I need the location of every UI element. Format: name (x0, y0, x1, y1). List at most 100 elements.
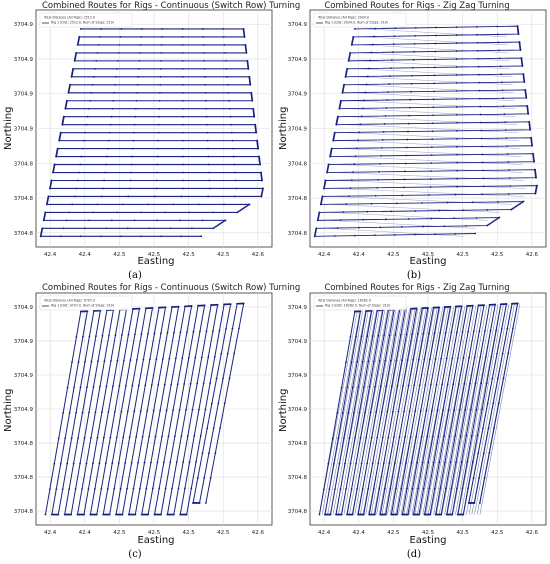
stop-point (200, 235, 203, 238)
stop-point (109, 436, 112, 439)
stop-point (431, 435, 434, 438)
stop-point (119, 36, 122, 38)
stop-point (339, 488, 342, 490)
stop-point (52, 171, 54, 174)
stop-point (182, 179, 184, 182)
stop-point (181, 91, 184, 94)
stop-point (172, 513, 175, 516)
stop-point (207, 155, 210, 158)
stop-point (414, 410, 417, 412)
stop-point (115, 436, 118, 439)
x-tick-label: 42.4 (318, 252, 331, 258)
route-link (337, 180, 526, 189)
stop-point (384, 513, 387, 516)
stop-point (439, 332, 441, 334)
stop-point (410, 82, 413, 85)
stop-point (336, 412, 339, 414)
stop-point (498, 49, 501, 52)
stop-point (215, 225, 218, 228)
x-tick-label: 42.5 (182, 252, 195, 258)
stop-point (70, 437, 73, 440)
stop-point (412, 58, 415, 61)
stop-point (498, 57, 501, 60)
stop-point (112, 385, 114, 388)
stop-point (350, 488, 353, 490)
stop-point (199, 434, 202, 437)
route-link (457, 304, 499, 515)
stop-point (374, 194, 377, 197)
stop-point (205, 107, 208, 110)
route-link (366, 28, 507, 38)
stop-point (368, 67, 370, 70)
stop-point (224, 219, 227, 222)
stop-point (205, 502, 207, 504)
stop-point (430, 154, 433, 157)
stop-point (355, 335, 357, 338)
stop-point (181, 75, 184, 78)
route-link (341, 156, 523, 165)
stop-point (495, 218, 498, 221)
stop-point (122, 436, 125, 439)
stop-point (208, 452, 210, 455)
stop-point (68, 411, 71, 414)
stop-point (201, 219, 204, 222)
stop-point (165, 409, 168, 412)
stop-point (76, 44, 79, 46)
stop-point (85, 123, 88, 126)
y-tick-label: 3704.8 (288, 509, 308, 515)
stop-point (158, 99, 161, 102)
route-link (329, 220, 476, 229)
stop-point (187, 357, 190, 359)
route-link (352, 100, 516, 109)
stop-point (203, 304, 206, 307)
x-tick-label: 42.4 (44, 252, 57, 258)
stop-point (229, 115, 232, 118)
y-tick-label: 3704.9 (288, 305, 308, 311)
stop-point (79, 386, 82, 389)
stop-point (488, 452, 491, 454)
route-link (444, 305, 485, 515)
stop-point (106, 147, 109, 150)
stop-point (358, 131, 361, 134)
stop-point (474, 382, 477, 385)
stop-point (403, 410, 405, 413)
stop-point (407, 218, 410, 220)
stop-point (87, 488, 90, 490)
stop-point (156, 163, 159, 166)
legend-entry: Rig 1 (Dist: 9707.0, Num of Stops: 319) (51, 304, 114, 308)
stop-point (456, 487, 458, 490)
panel-label-c: (c) (128, 549, 142, 560)
y-tick-label: 3704.9 (14, 57, 34, 63)
x-tick-label: 42.4 (79, 530, 92, 536)
stop-point (413, 50, 415, 53)
stop-point (100, 487, 103, 490)
stop-point (415, 435, 418, 438)
stop-point (360, 115, 363, 118)
stop-point (430, 383, 432, 386)
stop-point (153, 332, 156, 335)
stop-point (470, 408, 472, 411)
stop-point (455, 34, 458, 37)
stop-point (181, 357, 184, 360)
route-link (343, 148, 522, 157)
stop-point (79, 235, 82, 238)
stop-point (427, 461, 430, 464)
stop-point (395, 359, 398, 362)
stop-point (39, 235, 42, 238)
stop-point (234, 179, 237, 182)
stop-point (131, 147, 134, 150)
stop-point (90, 360, 93, 363)
stop-point (409, 98, 412, 101)
stop-point (136, 91, 138, 94)
stop-point (489, 222, 492, 225)
stop-point (73, 386, 75, 389)
legend-entry: Total Distance (All Rigs): 9707.0 (43, 299, 95, 303)
stop-point (456, 145, 458, 148)
stop-point (84, 227, 86, 230)
stop-point (366, 462, 369, 465)
stop-point (135, 358, 138, 361)
y-tick-label: 3704.8 (14, 161, 34, 167)
stop-point (160, 59, 162, 62)
stop-point (116, 67, 118, 70)
stop-point (393, 436, 395, 439)
